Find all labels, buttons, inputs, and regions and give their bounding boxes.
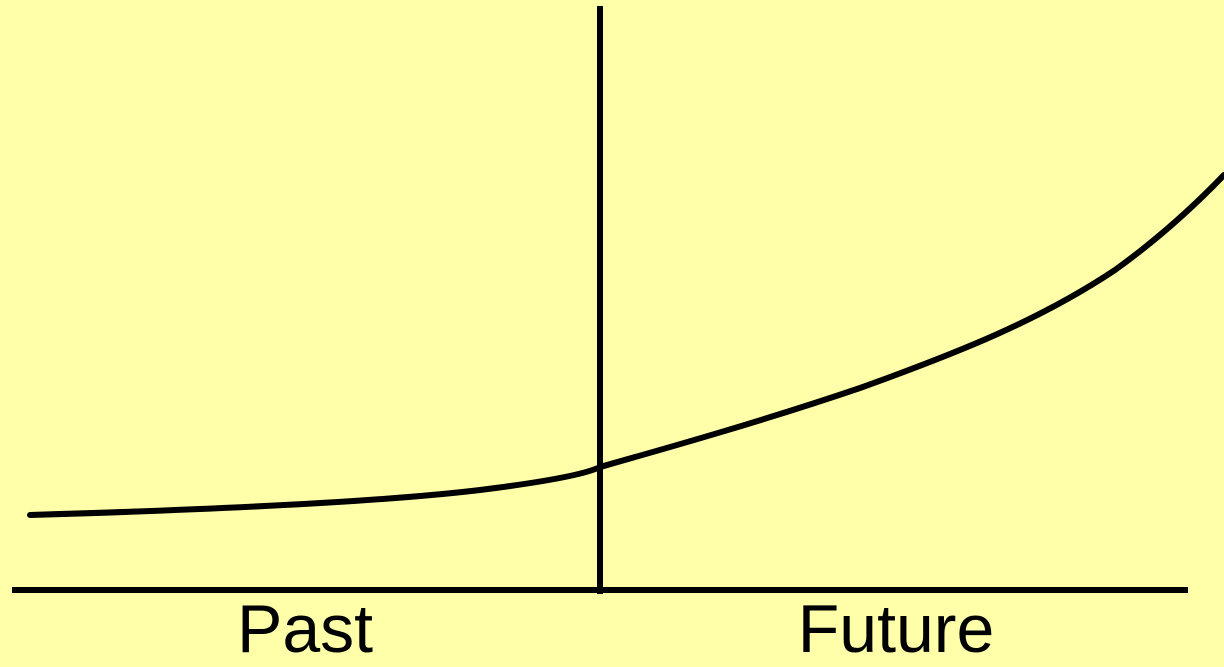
past-label: Past bbox=[236, 591, 374, 667]
growth-curve bbox=[27, 172, 1224, 518]
future-label: Future bbox=[797, 591, 995, 667]
